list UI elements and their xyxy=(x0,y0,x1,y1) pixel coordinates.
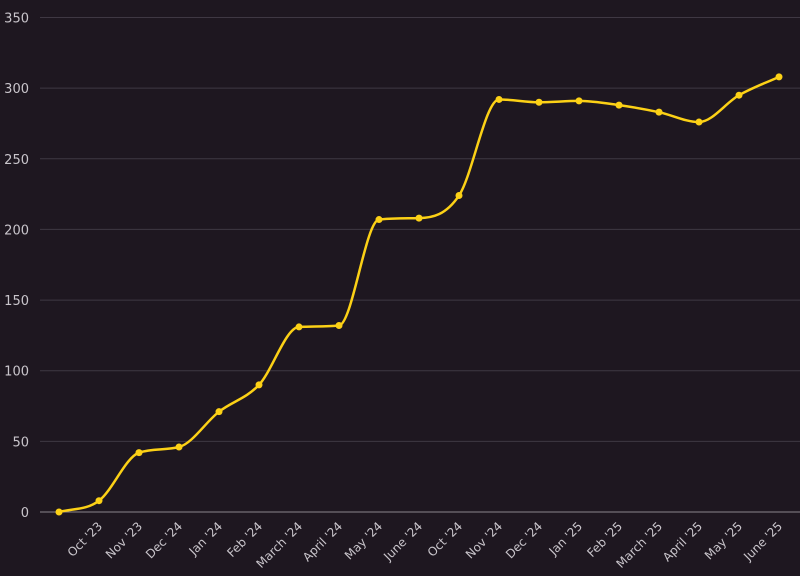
x-tick-label: Dec '24 xyxy=(143,519,185,561)
x-tick-label: Oct '24 xyxy=(425,519,465,559)
data-point xyxy=(535,98,543,106)
data-point xyxy=(615,101,623,109)
data-point xyxy=(55,508,63,516)
data-point xyxy=(495,95,503,103)
data-point xyxy=(415,214,423,222)
data-point xyxy=(695,118,703,126)
y-tick-label: 150 xyxy=(4,294,29,309)
data-point xyxy=(255,381,263,389)
y-tick-label: 250 xyxy=(4,153,29,168)
data-point xyxy=(175,443,183,451)
x-tick-label: Oct '23 xyxy=(65,519,105,559)
x-tick-label: April '25 xyxy=(660,519,705,564)
x-tick-label: May '25 xyxy=(702,519,745,562)
data-point xyxy=(95,497,103,505)
x-tick-label: Jan '24 xyxy=(186,519,226,559)
y-tick-label: 0 xyxy=(21,506,29,521)
data-point xyxy=(215,408,223,416)
y-tick-label: 50 xyxy=(12,435,29,450)
data-point xyxy=(295,323,303,331)
x-tick-label: Feb '24 xyxy=(224,519,265,560)
data-point xyxy=(455,192,463,200)
x-tick-label: April '24 xyxy=(300,519,345,564)
data-point xyxy=(335,322,343,330)
x-tick-label: Nov '23 xyxy=(103,519,145,561)
x-tick-label: June '25 xyxy=(740,519,785,564)
x-tick-label: June '24 xyxy=(380,519,425,564)
data-point xyxy=(575,97,583,105)
data-point xyxy=(655,108,663,116)
y-axis-tick-labels: 0 50 100 150 200 250 300 350 xyxy=(4,12,29,522)
x-tick-label: Dec '24 xyxy=(503,519,545,561)
y-tick-label: 200 xyxy=(4,223,29,238)
series-line xyxy=(57,75,781,514)
data-point xyxy=(775,73,783,81)
x-tick-label: May '24 xyxy=(342,519,385,562)
data-point xyxy=(735,91,743,99)
data-point xyxy=(135,449,143,457)
grid-lines xyxy=(40,17,800,442)
y-tick-label: 350 xyxy=(4,12,29,27)
x-tick-label: Feb '25 xyxy=(584,519,625,560)
data-points xyxy=(55,73,783,516)
x-tick-label: Nov '24 xyxy=(463,519,505,561)
x-tick-label: Jan '25 xyxy=(546,519,586,559)
y-tick-label: 100 xyxy=(4,365,29,380)
y-tick-label: 300 xyxy=(4,82,29,97)
data-point xyxy=(375,216,383,224)
